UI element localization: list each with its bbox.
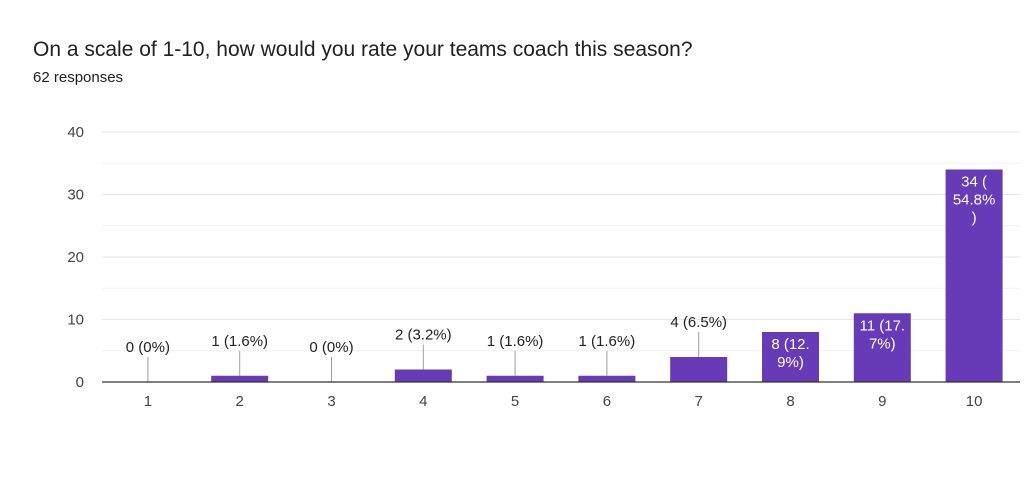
data-label: 0 (0%) <box>126 339 170 356</box>
bar <box>945 169 1003 382</box>
bar <box>853 313 911 382</box>
response-count: 62 responses <box>33 69 124 86</box>
x-tick-label: 9 <box>878 393 886 410</box>
data-label: 8 (12. <box>771 336 809 353</box>
data-label: ) <box>972 210 977 227</box>
question-title: On a scale of 1-10, how would you rate y… <box>33 38 693 61</box>
x-tick-label: 4 <box>419 393 427 410</box>
x-tick-label: 2 <box>236 393 244 410</box>
bar <box>211 375 269 382</box>
data-label: 4 (6.5%) <box>670 314 727 331</box>
data-label: 7%) <box>869 335 896 352</box>
x-tick-label: 8 <box>786 393 794 410</box>
bar <box>394 369 452 382</box>
x-tick-label: 3 <box>327 393 335 410</box>
x-tick-label: 5 <box>511 393 519 410</box>
data-label: 54.8% <box>953 192 996 209</box>
data-label: 11 (17. <box>860 317 906 334</box>
y-tick-label: 10 <box>67 312 84 329</box>
bar <box>486 375 544 382</box>
y-tick-label: 40 <box>67 124 84 141</box>
x-tick-label: 10 <box>966 393 983 410</box>
bar <box>762 332 819 382</box>
data-label: 0 (0%) <box>309 339 353 356</box>
data-label: 1 (1.6%) <box>211 333 268 350</box>
x-tick-label: 6 <box>603 393 611 410</box>
x-tick-label: 7 <box>695 393 703 410</box>
data-label: 1 (1.6%) <box>579 333 636 350</box>
data-label: 1 (1.6%) <box>487 333 544 350</box>
bar <box>670 357 728 382</box>
data-label: 2 (3.2%) <box>395 327 452 344</box>
data-label: 34 ( <box>961 174 987 191</box>
y-tick-label: 0 <box>76 374 84 391</box>
x-tick-label: 1 <box>144 393 152 410</box>
data-label: 9%) <box>777 354 804 371</box>
y-tick-label: 20 <box>67 249 84 266</box>
bar <box>578 375 636 382</box>
y-tick-label: 30 <box>67 187 84 204</box>
